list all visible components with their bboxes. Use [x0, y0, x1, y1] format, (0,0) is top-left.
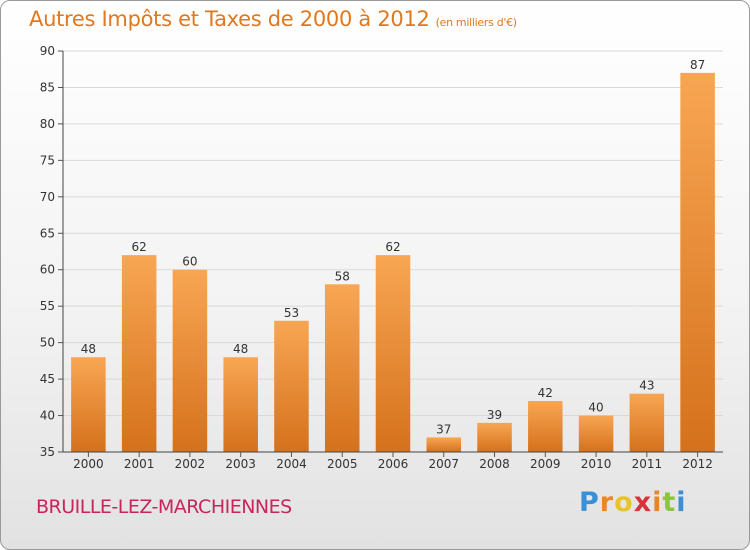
bar-2008	[477, 422, 512, 452]
y-tick-label: 55	[40, 299, 55, 313]
value-label-2001: 62	[132, 240, 147, 254]
chart-title-main: Autres Impôts et Taxes de 2000 à 2012	[29, 7, 430, 31]
bar-2003	[223, 357, 258, 452]
bar-2007	[426, 437, 462, 452]
bar-2000	[71, 357, 106, 452]
x-tick-label-2007: 2007	[428, 457, 459, 471]
bar-2012	[680, 72, 715, 452]
y-tick-label: 80	[40, 117, 55, 131]
value-label-2008: 39	[487, 408, 502, 422]
value-label-2004: 53	[284, 306, 299, 320]
y-tick-label: 35	[40, 445, 55, 459]
bar-2004	[274, 320, 309, 452]
logo-letter: i	[652, 487, 663, 518]
value-label-2002: 60	[182, 255, 197, 269]
bar-2006	[375, 255, 411, 452]
bar-2005	[324, 284, 360, 452]
logo-letter: r	[599, 487, 615, 518]
y-tick-label: 40	[40, 409, 55, 423]
value-label-2003: 48	[233, 342, 248, 356]
x-tick-label-2003: 2003	[225, 457, 256, 471]
bar-2002	[172, 269, 208, 452]
value-label-2010: 40	[588, 401, 603, 415]
y-tick-label: 90	[40, 44, 55, 58]
value-label-2006: 62	[385, 240, 400, 254]
logo-letter: P	[579, 487, 600, 518]
x-tick-label-2012: 2012	[682, 457, 713, 471]
bar-2009	[528, 400, 563, 452]
x-tick-label-2002: 2002	[175, 457, 206, 471]
y-tick-label: 45	[40, 372, 55, 386]
x-tick-label-2011: 2011	[632, 457, 663, 471]
value-label-2000: 48	[81, 342, 96, 356]
x-tick-label-2010: 2010	[581, 457, 612, 471]
logo-letter: t	[662, 487, 677, 518]
x-tick-label-2001: 2001	[124, 457, 155, 471]
x-tick-label-2000: 2000	[73, 457, 104, 471]
commune-name: BRUILLE-LEZ-MARCHIENNES	[36, 496, 292, 518]
y-tick-label: 75	[40, 153, 55, 167]
y-tick-label: 65	[40, 226, 55, 240]
value-label-2009: 42	[538, 386, 553, 400]
chart-subtitle: (en milliers d'€)	[435, 16, 517, 29]
bar-2010	[578, 415, 614, 452]
y-tick-label: 60	[40, 263, 55, 277]
bars	[71, 72, 715, 452]
y-tick-label: 85	[40, 80, 55, 94]
x-tick-label-2005: 2005	[327, 457, 358, 471]
chart-title: Autres Impôts et Taxes de 2000 à 2012 (en…	[29, 7, 517, 31]
value-label-2012: 87	[690, 58, 705, 72]
x-tick-label-2008: 2008	[479, 457, 510, 471]
value-labels: 48 62 60 48 53 58 62 37 39 42 40 43 87	[81, 58, 706, 437]
value-label-2005: 58	[335, 269, 350, 283]
x-tick-label-2006: 2006	[378, 457, 409, 471]
proxiti-logo: Proxiti	[579, 487, 687, 518]
value-label-2007: 37	[436, 422, 451, 436]
bar-2001	[121, 255, 157, 452]
y-tick-label: 70	[40, 190, 55, 204]
logo-letter: o	[614, 487, 634, 518]
value-label-2011: 43	[639, 379, 654, 393]
bar-2011	[629, 393, 665, 452]
y-tick-label: 50	[40, 336, 55, 350]
axes: 35 40 45 50 55 60 65 70 75 80 85 90 2000 2001 2002 2003…	[40, 44, 723, 471]
logo-letter: i	[676, 487, 687, 518]
x-tick-label-2004: 2004	[276, 457, 307, 471]
x-tick-label-2009: 2009	[530, 457, 561, 471]
logo-letter: x	[633, 487, 653, 518]
